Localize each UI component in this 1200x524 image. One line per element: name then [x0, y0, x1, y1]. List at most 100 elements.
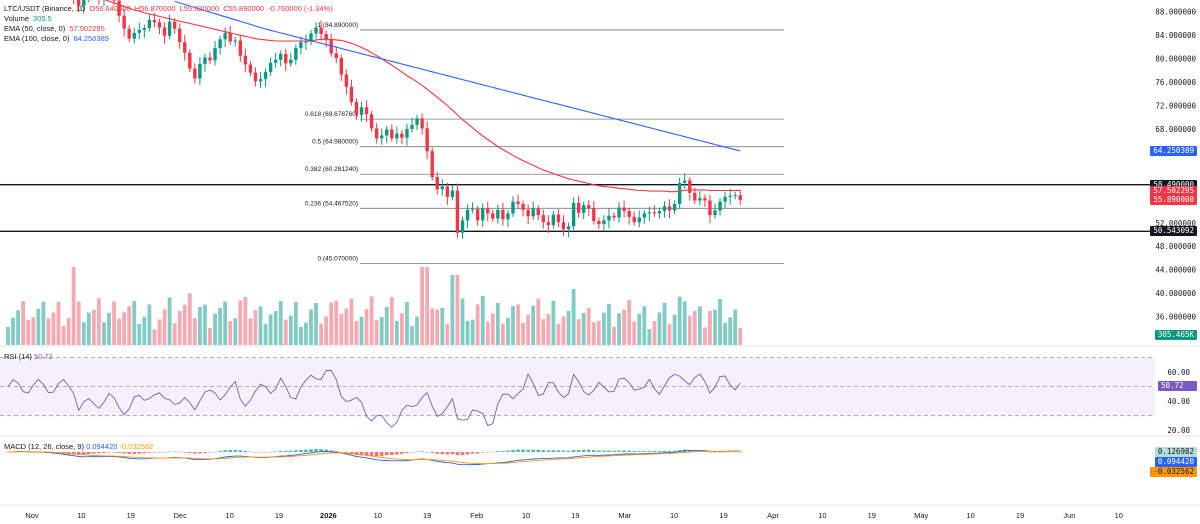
ohlc-close: C55.890000: [223, 4, 265, 13]
macd-histogram-bar: [289, 450, 293, 452]
volume-bar: [228, 321, 233, 345]
candle-body: [289, 59, 293, 64]
candle-body: [122, 15, 126, 29]
volume-legend-value: 305.5: [33, 14, 52, 23]
symbol-title[interactable]: LTC/USDT (Binance, 1D: [4, 4, 86, 13]
macd-histogram-bar: [319, 449, 323, 452]
candle-body: [602, 220, 606, 224]
time-tick-label: 10: [670, 511, 678, 520]
macd-histogram-bar: [273, 451, 278, 452]
candle-body: [632, 216, 636, 223]
volume-bar: [460, 298, 465, 345]
candle-body: [112, 0, 116, 1]
candle-body: [147, 19, 152, 29]
fib-level-label: 1 (84.890000): [318, 22, 358, 29]
macd-histogram-bar: [506, 450, 510, 452]
volume-bar: [657, 312, 662, 345]
volume-legend-label[interactable]: Volume: [4, 14, 30, 23]
rsi-legend-label[interactable]: RSI (14): [4, 352, 32, 361]
time-tick-label: 2026: [320, 511, 337, 520]
volume-bar: [21, 301, 26, 345]
volume-bar: [359, 316, 364, 345]
volume-bar: [389, 297, 394, 345]
volume-bar: [203, 304, 207, 345]
volume-bar: [233, 318, 238, 345]
ema50-legend-label[interactable]: EMA (50, close, 0): [4, 24, 66, 33]
macd-histogram-bar: [167, 451, 172, 453]
fibonacci-retracement[interactable]: 1 (84.890000) 0.618 (69.678760) 0.5 (64.98…: [305, 22, 784, 264]
price-tick-label: 68.000000: [1155, 125, 1196, 134]
macd-histogram-bar: [632, 451, 636, 452]
candle-body: [127, 28, 131, 39]
candle-body: [531, 208, 535, 217]
macd-histogram-bar: [607, 450, 611, 452]
macd-histogram-bar: [713, 452, 717, 453]
time-tick-label: May: [914, 511, 928, 520]
macd-histogram-bar: [374, 452, 379, 457]
volume-bar: [354, 321, 359, 345]
candle-body: [152, 19, 157, 23]
volume-bar: [490, 313, 495, 345]
volume-bar: [46, 318, 51, 345]
macd-histogram-bar: [435, 452, 440, 454]
volume-bar: [652, 321, 657, 345]
time-tick-label: 10: [374, 511, 382, 520]
horizontal-lines[interactable]: [0, 184, 1155, 232]
macd-legend: MACD (12, 26, close, 9) 0.094420 -0.0325…: [4, 442, 153, 451]
macd-histogram-bar: [213, 451, 217, 453]
macd-histogram-bar: [637, 451, 642, 452]
volume-bar: [440, 308, 445, 345]
volume-bar: [723, 322, 727, 345]
volume-bar: [506, 318, 510, 345]
candle-body: [541, 215, 545, 223]
macd-histogram-bar: [546, 450, 551, 452]
volume-bar: [81, 322, 86, 345]
ema100-legend-label[interactable]: EMA (100, close, 0): [4, 34, 70, 43]
volume-bar: [334, 300, 339, 345]
macd-histogram-bar: [208, 452, 212, 453]
ohlc-high: H56.870000: [134, 4, 176, 13]
volume-bar: [662, 302, 667, 345]
rsi-tick-label: 40.00: [1167, 397, 1190, 406]
macd-histogram-bar: [238, 450, 243, 452]
macd-histogram-bar: [491, 451, 495, 453]
macd-histogram-bar: [400, 452, 404, 454]
candle-body: [299, 42, 303, 49]
price-tick-label: 72.000000: [1155, 102, 1196, 111]
time-tick-label: 19: [423, 511, 431, 520]
macd-histogram-bar: [667, 450, 672, 452]
volume-bar: [172, 323, 177, 345]
volume-bar: [223, 301, 228, 345]
macd-histogram-bar: [586, 449, 591, 452]
time-tick-label: 10: [1115, 511, 1123, 520]
candle-body: [582, 205, 586, 213]
candle-body: [395, 133, 399, 139]
candle-body: [698, 198, 702, 201]
fib-level-label: 0.382 (60.281240): [305, 166, 358, 173]
volume-bar: [243, 297, 248, 345]
candle-body: [415, 118, 419, 125]
candle-body: [450, 190, 455, 197]
macd-histogram-bar: [728, 451, 732, 453]
candle-body: [501, 209, 505, 220]
price-tick-label: 52.000000: [1155, 219, 1196, 228]
macd-histogram-bar: [137, 452, 142, 454]
time-tick-label: 19: [127, 511, 135, 520]
price-tick-label: 48.000000: [1155, 242, 1196, 251]
macd-legend-label[interactable]: MACD (12, 26, close, 9): [4, 442, 85, 451]
volume-bar: [612, 326, 616, 345]
macd-histogram-bar: [92, 452, 96, 454]
macd-histogram-bar: [551, 450, 556, 452]
macd-histogram-bar: [122, 452, 126, 454]
candle-body: [647, 212, 652, 214]
volume-bar: [152, 329, 157, 345]
ohlc-open: O56.640000: [89, 4, 131, 13]
ema100-line: [174, 0, 741, 152]
volume-bar: [526, 314, 531, 345]
macd-histogram-bar: [718, 452, 722, 453]
volume-bar: [475, 304, 480, 345]
volume-bar: [738, 327, 743, 345]
candle-body: [566, 226, 571, 230]
resistance-tag: 58.490000: [1150, 179, 1197, 190]
